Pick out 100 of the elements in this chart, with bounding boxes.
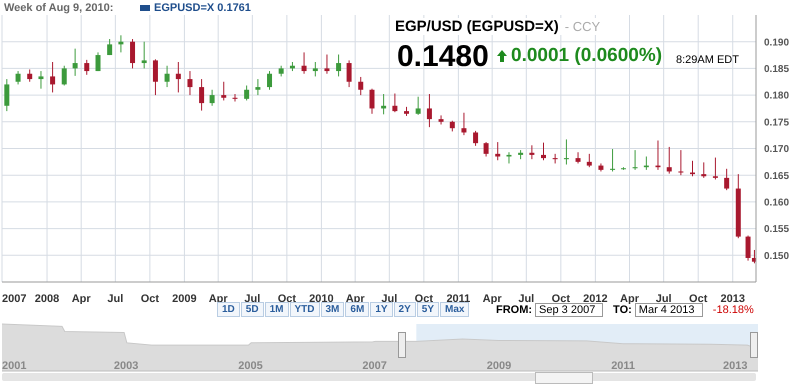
candlestick: [541, 142, 546, 161]
candlestick: [610, 148, 616, 172]
candlestick: [426, 94, 432, 128]
text: 5Y: [416, 302, 440, 317]
x-tick-label: Jul: [518, 293, 534, 305]
annotation: 8:29AM EDT: [676, 54, 739, 66]
y-tick-label: 0.180: [764, 90, 790, 102]
candlestick: [336, 54, 342, 77]
candlestick: [564, 138, 569, 166]
candlestick: [290, 61, 295, 72]
candlestick: [152, 58, 158, 96]
text: Sep 3 2007: [535, 303, 604, 317]
annotation: 0.1480: [397, 40, 489, 74]
candlestick: [4, 78, 10, 112]
y-tick-label: 0.155: [764, 224, 790, 236]
candlestick: [164, 65, 170, 88]
candlestick: [130, 38, 136, 69]
candlestick: [473, 130, 478, 146]
candlestick: [746, 235, 751, 262]
candlestick: [255, 78, 260, 96]
candlestick: [450, 120, 455, 132]
candlestick: [690, 160, 696, 177]
candlestick: [484, 142, 489, 158]
candlestick: [552, 153, 558, 164]
x-tick-label: 2011: [611, 360, 636, 372]
candlestick: [84, 59, 90, 76]
x-tick-label: Jul: [656, 293, 672, 305]
candlestick: [576, 152, 581, 164]
candlestick: [244, 84, 250, 101]
text: EGPUSD=X 0.1761: [154, 2, 251, 14]
candlestick: [346, 60, 352, 88]
y-tick-label: 0.175: [764, 117, 790, 128]
x-tick-label: Jul: [381, 293, 398, 305]
x-tick-label: 2010: [309, 293, 334, 305]
text: YTD: [290, 302, 320, 317]
candlestick: [529, 144, 534, 160]
text: Mar 4 2013: [634, 303, 703, 317]
text: 3M: [320, 302, 344, 317]
candlestick: [118, 34, 124, 53]
candlestick: [38, 70, 44, 90]
x-tick-label: 2012: [583, 293, 608, 305]
y-tick-label: 0.185: [764, 64, 790, 75]
candlestick: [666, 146, 672, 174]
candlestick: [724, 168, 730, 191]
candlestick: [199, 78, 204, 112]
candlestick: [324, 54, 330, 74]
candlestick: [701, 162, 706, 178]
candlestick: [312, 61, 318, 77]
x-tick-label: Jul: [107, 293, 124, 305]
x-tick-label: Oct: [414, 293, 434, 305]
y-tick-label: 0.160: [764, 197, 790, 208]
text: 1Y: [370, 302, 393, 317]
candlestick: [221, 81, 226, 101]
candlestick: [404, 106, 410, 116]
x-tick-label: 2005: [238, 360, 263, 372]
y-tick-label: 0.190: [764, 37, 790, 48]
x-tick-label: Oct: [278, 293, 296, 305]
x-tick-label: 2007: [362, 360, 387, 372]
text: Week of Aug 9, 2010:: [4, 2, 114, 14]
x-tick-label: 2008: [34, 293, 60, 305]
chart-title: EGP/USD (EGPUSD=X): [395, 18, 559, 35]
candlestick: [176, 61, 181, 93]
candlestick: [50, 61, 56, 93]
x-tick-label: Jul: [244, 293, 260, 305]
candlestick: [107, 38, 112, 56]
candlestick: [27, 68, 32, 82]
candlestick: [358, 76, 364, 96]
y-tick-label: 0.165: [764, 170, 790, 182]
x-tick-label: 2009: [172, 293, 197, 305]
candlestick: [586, 153, 592, 168]
x-tick-label: 2001: [2, 360, 26, 372]
candlestick: [302, 52, 307, 74]
candlestick: [678, 150, 684, 176]
candlestick: [16, 70, 21, 85]
candlestick: [495, 142, 500, 161]
candlestick: [644, 156, 649, 170]
x-tick-label: Oct: [689, 293, 708, 305]
x-tick-label: 2007: [2, 293, 26, 305]
candlestick: [438, 114, 444, 125]
chart-subtitle: - CCY: [564, 19, 600, 34]
annotation: 0.0001 (0.0600%): [511, 45, 662, 67]
y-tick-label: 0.170: [764, 144, 790, 156]
candlestick: [210, 89, 215, 106]
x-tick-label: Oct: [140, 293, 160, 305]
text: Max: [440, 302, 470, 317]
text: 5D: [240, 302, 264, 317]
candlestick: [392, 93, 398, 113]
text: -18.18%: [712, 304, 754, 316]
x-tick-label: Apr: [620, 293, 640, 305]
x-tick-label: 2011: [446, 293, 470, 305]
candlestick: [416, 96, 421, 116]
candlestick: [632, 150, 638, 170]
candlestick: [187, 70, 192, 96]
candlestick: [142, 41, 147, 69]
x-tick-label: 2013: [720, 293, 745, 305]
text: TO:: [613, 304, 632, 316]
text: 1M: [264, 302, 288, 317]
candlestick: [278, 65, 284, 77]
candlestick: [62, 65, 67, 86]
x-tick-label: Apr: [72, 293, 92, 305]
